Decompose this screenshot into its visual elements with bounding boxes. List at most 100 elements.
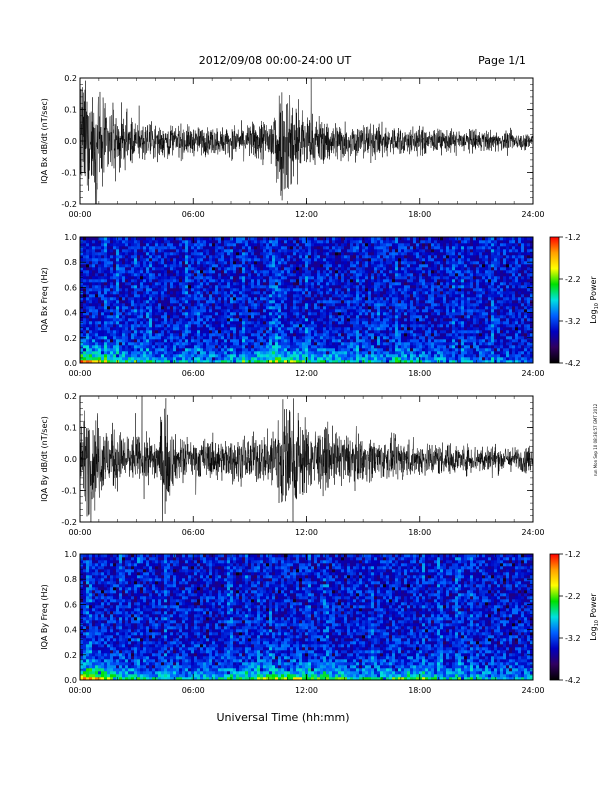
spectrogram-cell <box>98 246 102 250</box>
spectrogram-cell <box>131 276 135 280</box>
spectrogram-cell <box>278 357 282 361</box>
spectrogram-cell <box>263 348 267 352</box>
spectrogram-cell <box>371 258 375 262</box>
spectrogram-cell <box>173 300 177 304</box>
spectrogram-cell <box>158 291 162 295</box>
spectrogram-cell <box>122 300 126 304</box>
spectrogram-cell <box>380 345 384 349</box>
spectrogram-cell <box>269 288 273 292</box>
spectrogram-cell <box>233 279 237 283</box>
spectrogram-cell <box>368 354 372 358</box>
spectrogram-cell <box>311 243 315 247</box>
spectrogram-cell <box>329 246 333 250</box>
spectrogram-cell <box>404 267 408 271</box>
spectrogram-cell <box>257 315 261 319</box>
spectrogram-cell <box>185 282 189 286</box>
spectrogram-cell <box>179 252 183 256</box>
spectrogram-cell <box>401 243 405 247</box>
spectrogram-cell <box>413 348 417 352</box>
spectrogram-cell <box>257 324 261 328</box>
spectrogram-cell <box>266 291 270 295</box>
spectrogram-cell <box>167 342 171 346</box>
spectrogram-cell <box>143 276 147 280</box>
spectrogram-cell <box>155 297 159 301</box>
spectrogram-cell <box>140 339 144 343</box>
spectrogram-cell <box>335 267 339 271</box>
spectrogram-cell <box>164 306 168 310</box>
spectrogram-cell <box>353 267 357 271</box>
spectrogram-cell <box>161 345 165 349</box>
spectrogram-cell <box>305 258 309 262</box>
spectrogram-cell <box>176 360 180 364</box>
spectrogram-cell <box>353 282 357 286</box>
spectrogram-cell <box>188 330 192 334</box>
spectrogram-cell <box>404 303 408 307</box>
spectrogram-cell <box>347 282 351 286</box>
spectrogram-cell <box>275 321 279 325</box>
spectrogram-cell <box>323 243 327 247</box>
spectrogram-cell <box>293 345 297 349</box>
spectrogram-cell <box>260 249 264 253</box>
spectrogram-cell <box>380 288 384 292</box>
spectrogram-cell <box>314 327 318 331</box>
spectrogram-cell <box>92 300 96 304</box>
spectrogram-cell <box>413 342 417 346</box>
spectrogram-cell <box>269 279 273 283</box>
spectrogram-cell <box>92 324 96 328</box>
spectrogram-cell <box>401 300 405 304</box>
spectrogram-cell <box>353 252 357 256</box>
spectrogram-cell <box>290 300 294 304</box>
spectrogram-cell <box>236 342 240 346</box>
spectrogram-cell <box>80 315 84 319</box>
spectrogram-cell <box>119 345 123 349</box>
spectrogram-cell <box>230 276 234 280</box>
spectrogram-cell <box>416 270 420 274</box>
spectrogram-cell <box>413 267 417 271</box>
spectrogram-cell <box>122 360 126 364</box>
spectrogram-cell <box>110 348 114 352</box>
spectrogram-cell <box>215 246 219 250</box>
spectrogram-cell <box>296 261 300 265</box>
spectrogram-cell <box>407 249 411 253</box>
spectrogram-cell <box>98 342 102 346</box>
spectrogram-cell <box>305 273 309 277</box>
spectrogram-cell <box>86 312 90 316</box>
spectrogram-cell <box>386 300 390 304</box>
spectrogram-cell <box>287 321 291 325</box>
spectrogram-cell <box>200 297 204 301</box>
spectrogram-cell <box>257 327 261 331</box>
spectrogram-cell <box>173 318 177 322</box>
spectrogram-cell <box>410 249 414 253</box>
spectrogram-cell <box>338 237 342 241</box>
spectrogram-cell <box>251 258 255 262</box>
spectrogram-cell <box>305 291 309 295</box>
spectrogram-cell <box>128 279 132 283</box>
spectrogram-cell <box>362 360 366 364</box>
spectrogram-cell <box>404 261 408 265</box>
spectrogram-cell <box>326 291 330 295</box>
spectrogram-cell <box>185 339 189 343</box>
spectrogram-cell <box>245 291 249 295</box>
spectrogram-cell <box>119 255 123 259</box>
spectrogram-cell <box>146 288 150 292</box>
spectrogram-cell <box>209 291 213 295</box>
spectrogram-cell <box>152 339 156 343</box>
spectrogram-cell <box>197 354 201 358</box>
spectrogram-cell <box>110 330 114 334</box>
spectrogram-cell <box>122 282 126 286</box>
spectrogram-cell <box>143 273 147 277</box>
spectrogram-cell <box>272 276 276 280</box>
spectrogram-cell <box>422 288 426 292</box>
spectrogram-cell <box>332 324 336 328</box>
spectrogram-cell <box>86 315 90 319</box>
spectrogram-cell <box>323 357 327 361</box>
spectrogram-cell <box>344 291 348 295</box>
spectrogram-cell <box>122 318 126 322</box>
spectrogram-cell <box>374 279 378 283</box>
spectrogram-cell <box>263 330 267 334</box>
spectrogram-cell <box>239 336 243 340</box>
spectrogram-cell <box>122 309 126 313</box>
spectrogram-cell <box>128 351 132 355</box>
spectrogram-cell <box>296 267 300 271</box>
spectrogram-cell <box>413 276 417 280</box>
